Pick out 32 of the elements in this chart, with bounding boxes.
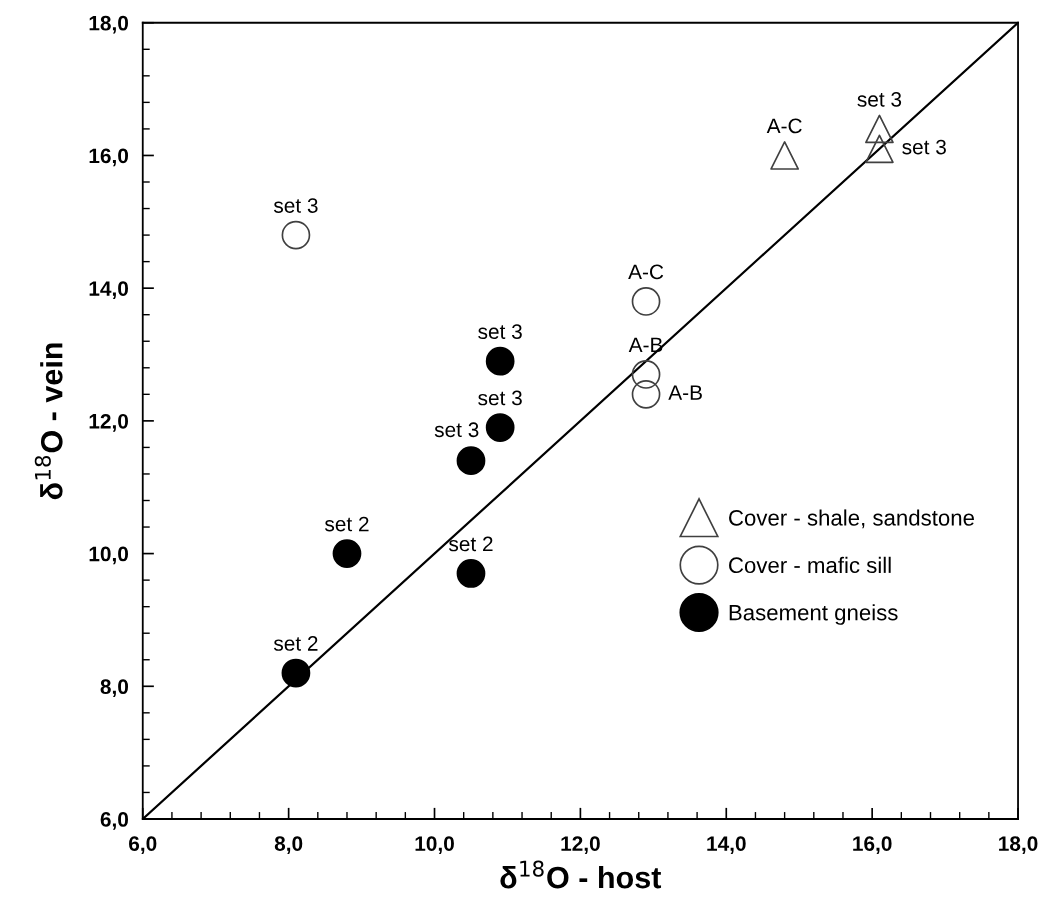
data-label: set 3 [434,422,479,438]
x-tick-label: 8,0 [274,836,303,854]
data-label: A-B [668,385,702,400]
data-label: set 2 [273,636,318,651]
data-label: set 3 [902,139,946,155]
data-label: set 3 [857,91,902,107]
x-tick-label: 18,0 [999,836,1038,854]
legend-label: Cover - shale, sandstone [729,509,974,529]
legend-label: Basement gneiss [729,604,898,625]
x-tick-label: 10,0 [415,836,454,854]
legend-label: Cover - mafic sill [729,556,891,574]
data-label: set 3 [478,390,522,406]
y-tick-label: 18,0 [89,15,129,34]
x-tick-label: 16,0 [853,836,892,854]
x-axis-title: δ$^{18}$O - host [500,860,662,889]
x-tick-label: 6,0 [129,836,157,854]
x-tick-label: 14,0 [707,836,746,854]
y-tick-label: 6,0 [100,812,129,830]
y-tick-label: 16,0 [89,148,129,167]
data-label: A-C [766,118,802,134]
y-tick-label: 14,0 [89,281,129,299]
y-tick-label: 10,0 [89,546,129,565]
data-label: set 2 [448,536,493,552]
data-label: A-C [628,264,664,280]
y-tick-label: 8,0 [100,679,129,698]
y-tick-label: 12,0 [89,413,129,432]
data-label: set 2 [324,516,369,532]
data-label: set 3 [478,324,522,339]
data-label: set 3 [273,198,318,213]
data-label: A-B [628,337,663,353]
y-axis-title: δ$^{18}$O - vein [34,343,63,500]
x-tick-label: 12,0 [561,836,600,854]
